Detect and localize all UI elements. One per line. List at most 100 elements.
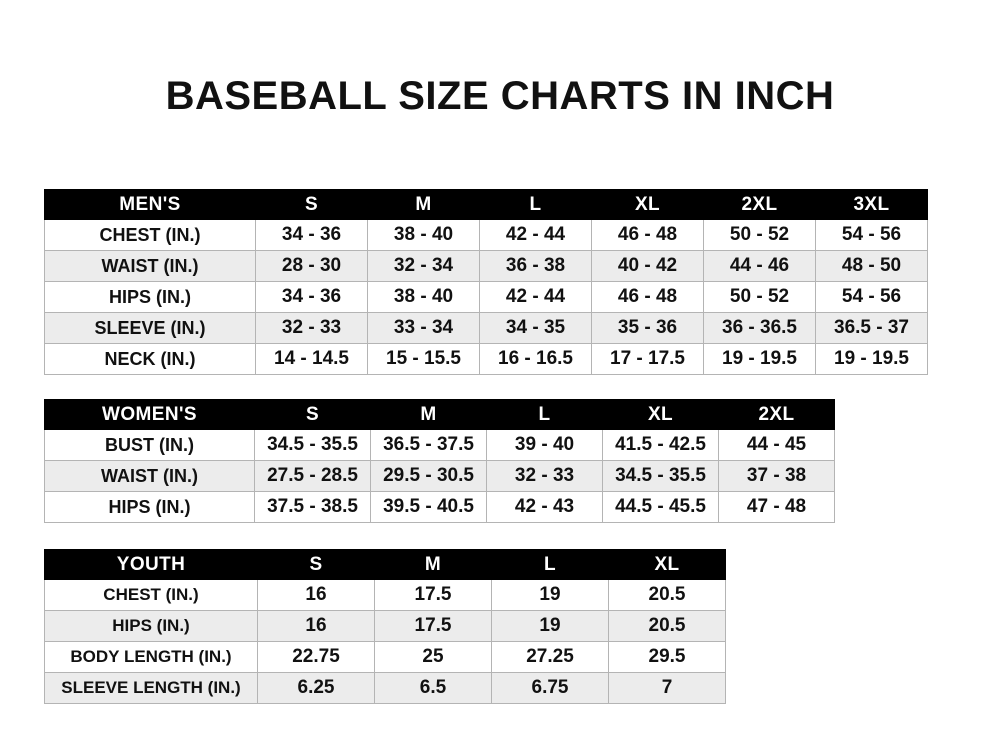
youth-size-table: YOUTH S M L XL CHEST (IN.) 16 17.5 19 20… xyxy=(44,549,726,704)
mens-size-table: MEN'S S M L XL 2XL 3XL CHEST (IN.) 34 - … xyxy=(44,189,928,375)
table-row: HIPS (IN.) 16 17.5 19 20.5 xyxy=(44,610,726,642)
table-row: CHEST (IN.) 16 17.5 19 20.5 xyxy=(44,579,726,611)
row-label: SLEEVE (IN.) xyxy=(44,312,256,344)
cell-value: 29.5 xyxy=(608,641,726,673)
cell-value: 42 - 44 xyxy=(479,281,592,313)
size-header-l: L xyxy=(486,399,603,430)
cell-value: 34 - 35 xyxy=(479,312,592,344)
cell-value: 33 - 34 xyxy=(367,312,480,344)
cell-value: 19 xyxy=(491,579,609,611)
youth-table-header: YOUTH S M L XL xyxy=(44,549,726,580)
womens-table-header: WOMEN'S S M L XL 2XL xyxy=(44,399,835,430)
size-header-2xl: 2XL xyxy=(703,189,816,220)
header-row: YOUTH S M L XL xyxy=(44,549,726,580)
cell-value: 36.5 - 37 xyxy=(815,312,928,344)
cell-value: 39 - 40 xyxy=(486,429,603,461)
cell-value: 6.75 xyxy=(491,672,609,704)
cell-value: 36 - 36.5 xyxy=(703,312,816,344)
table-row: BUST (IN.) 34.5 - 35.5 36.5 - 37.5 39 - … xyxy=(44,429,835,461)
row-label: WAIST (IN.) xyxy=(44,460,255,492)
size-header-l: L xyxy=(479,189,592,220)
table-row: SLEEVE LENGTH (IN.) 6.25 6.5 6.75 7 xyxy=(44,672,726,704)
cell-value: 32 - 33 xyxy=(255,312,368,344)
cell-value: 42 - 43 xyxy=(486,491,603,523)
cell-value: 17.5 xyxy=(374,579,492,611)
womens-size-chart: WOMEN'S S M L XL 2XL BUST (IN.) 34.5 - 3… xyxy=(44,399,835,523)
youth-table-body: CHEST (IN.) 16 17.5 19 20.5 HIPS (IN.) 1… xyxy=(44,579,726,704)
row-label: CHEST (IN.) xyxy=(44,219,256,251)
cell-value: 42 - 44 xyxy=(479,219,592,251)
womens-table-body: BUST (IN.) 34.5 - 35.5 36.5 - 37.5 39 - … xyxy=(44,429,835,523)
page-title: BASEBALL SIZE CHARTS IN INCH xyxy=(165,74,835,118)
size-header-m: M xyxy=(374,549,492,580)
cell-value: 19 - 19.5 xyxy=(703,343,816,375)
category-header: YOUTH xyxy=(44,549,258,580)
size-header-2xl: 2XL xyxy=(718,399,835,430)
cell-value: 17 - 17.5 xyxy=(591,343,704,375)
size-header-s: S xyxy=(255,189,368,220)
table-row: NECK (IN.) 14 - 14.5 15 - 15.5 16 - 16.5… xyxy=(44,343,928,375)
size-header-s: S xyxy=(254,399,371,430)
cell-value: 16 - 16.5 xyxy=(479,343,592,375)
row-label: HIPS (IN.) xyxy=(44,491,255,523)
table-row: WAIST (IN.) 27.5 - 28.5 29.5 - 30.5 32 -… xyxy=(44,460,835,492)
row-label: HIPS (IN.) xyxy=(44,281,256,313)
row-label: WAIST (IN.) xyxy=(44,250,256,282)
cell-value: 19 xyxy=(491,610,609,642)
table-row: SLEEVE (IN.) 32 - 33 33 - 34 34 - 35 35 … xyxy=(44,312,928,344)
row-label: BUST (IN.) xyxy=(44,429,255,461)
cell-value: 20.5 xyxy=(608,610,726,642)
row-label: CHEST (IN.) xyxy=(44,579,258,611)
cell-value: 40 - 42 xyxy=(591,250,704,282)
category-header: WOMEN'S xyxy=(44,399,255,430)
cell-value: 36 - 38 xyxy=(479,250,592,282)
cell-value: 34.5 - 35.5 xyxy=(254,429,371,461)
size-header-m: M xyxy=(367,189,480,220)
cell-value: 54 - 56 xyxy=(815,281,928,313)
cell-value: 27.25 xyxy=(491,641,609,673)
cell-value: 50 - 52 xyxy=(703,219,816,251)
cell-value: 32 - 33 xyxy=(486,460,603,492)
size-header-3xl: 3XL xyxy=(815,189,928,220)
cell-value: 22.75 xyxy=(257,641,375,673)
youth-size-chart: YOUTH S M L XL CHEST (IN.) 16 17.5 19 20… xyxy=(44,549,726,704)
cell-value: 16 xyxy=(257,579,375,611)
header-row: MEN'S S M L XL 2XL 3XL xyxy=(44,189,928,220)
cell-value: 47 - 48 xyxy=(718,491,835,523)
mens-table-body: CHEST (IN.) 34 - 36 38 - 40 42 - 44 46 -… xyxy=(44,219,928,375)
cell-value: 44.5 - 45.5 xyxy=(602,491,719,523)
header-row: WOMEN'S S M L XL 2XL xyxy=(44,399,835,430)
cell-value: 48 - 50 xyxy=(815,250,928,282)
womens-size-table: WOMEN'S S M L XL 2XL BUST (IN.) 34.5 - 3… xyxy=(44,399,835,523)
cell-value: 38 - 40 xyxy=(367,219,480,251)
size-header-m: M xyxy=(370,399,487,430)
cell-value: 46 - 48 xyxy=(591,281,704,313)
size-header-xl: XL xyxy=(602,399,719,430)
cell-value: 46 - 48 xyxy=(591,219,704,251)
cell-value: 7 xyxy=(608,672,726,704)
cell-value: 32 - 34 xyxy=(367,250,480,282)
row-label: NECK (IN.) xyxy=(44,343,256,375)
cell-value: 39.5 - 40.5 xyxy=(370,491,487,523)
cell-value: 37.5 - 38.5 xyxy=(254,491,371,523)
cell-value: 34 - 36 xyxy=(255,281,368,313)
size-header-xl: XL xyxy=(591,189,704,220)
cell-value: 6.25 xyxy=(257,672,375,704)
row-label: SLEEVE LENGTH (IN.) xyxy=(44,672,258,704)
size-header-s: S xyxy=(257,549,375,580)
cell-value: 15 - 15.5 xyxy=(367,343,480,375)
cell-value: 37 - 38 xyxy=(718,460,835,492)
cell-value: 27.5 - 28.5 xyxy=(254,460,371,492)
table-row: CHEST (IN.) 34 - 36 38 - 40 42 - 44 46 -… xyxy=(44,219,928,251)
table-row: WAIST (IN.) 28 - 30 32 - 34 36 - 38 40 -… xyxy=(44,250,928,282)
cell-value: 20.5 xyxy=(608,579,726,611)
table-row: HIPS (IN.) 34 - 36 38 - 40 42 - 44 46 - … xyxy=(44,281,928,313)
cell-value: 35 - 36 xyxy=(591,312,704,344)
cell-value: 16 xyxy=(257,610,375,642)
row-label: HIPS (IN.) xyxy=(44,610,258,642)
category-header: MEN'S xyxy=(44,189,256,220)
cell-value: 6.5 xyxy=(374,672,492,704)
cell-value: 29.5 - 30.5 xyxy=(370,460,487,492)
cell-value: 44 - 46 xyxy=(703,250,816,282)
